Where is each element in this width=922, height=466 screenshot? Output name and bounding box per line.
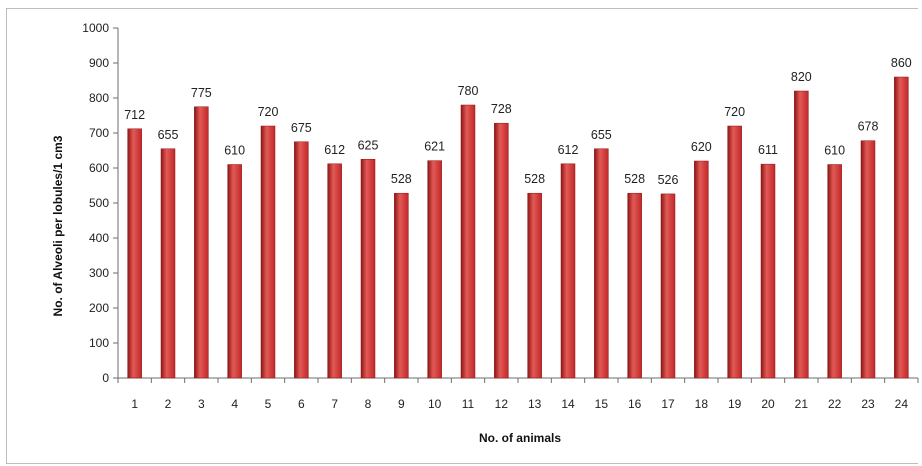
bar-value-label: 528 xyxy=(624,172,645,186)
bar xyxy=(160,148,176,379)
bar-value-label: 728 xyxy=(491,102,512,116)
x-tick-label: 15 xyxy=(595,397,609,411)
x-tick-label: 23 xyxy=(861,397,875,411)
x-tick-label: 16 xyxy=(628,397,642,411)
x-tick-label: 1 xyxy=(131,397,138,411)
y-axis-title: No. of Alveoli per lobules/1 cm3 xyxy=(51,135,65,316)
x-tick-label: 22 xyxy=(828,397,842,411)
bar xyxy=(760,163,776,379)
x-tick-label: 6 xyxy=(298,397,305,411)
y-tick-label: 600 xyxy=(89,161,109,175)
x-tick-label: 18 xyxy=(695,397,709,411)
x-axis: 1 2 3 4 5 6 7 8 9 10 11 12 13 14 15 16 17 18 19 20 21 22 23 24 xyxy=(117,377,919,411)
bar xyxy=(327,163,342,379)
bar-value-label: 611 xyxy=(758,143,778,157)
x-tick-label: 14 xyxy=(561,397,575,411)
bar xyxy=(227,164,242,379)
bar-value-label: 775 xyxy=(191,86,212,100)
bar-value-label: 720 xyxy=(724,105,745,119)
x-tick-label: 21 xyxy=(795,397,809,411)
bar xyxy=(860,140,876,379)
bar xyxy=(527,192,542,379)
y-tick-label: 900 xyxy=(89,56,109,70)
bar-value-label: 655 xyxy=(591,128,612,142)
x-tick-label: 17 xyxy=(661,397,675,411)
x-tick-label: 24 xyxy=(895,397,909,411)
bar-value-label: 712 xyxy=(124,108,145,122)
y-tick-label: 800 xyxy=(89,91,109,105)
bar xyxy=(660,193,676,379)
bar xyxy=(260,125,276,379)
x-tick-label: 3 xyxy=(198,397,205,411)
x-tick-label: 19 xyxy=(728,397,742,411)
x-tick-label: 4 xyxy=(231,397,238,411)
bar-value-label: 621 xyxy=(424,140,445,154)
y-axis: 0 100 200 300 400 500 600 700 800 900 1000 xyxy=(82,21,119,385)
bar xyxy=(827,164,842,379)
x-tick-label: 7 xyxy=(331,397,338,411)
bar xyxy=(560,163,576,379)
bar-value-label: 720 xyxy=(258,105,279,119)
bar-value-label: 655 xyxy=(158,128,179,142)
x-tick-label: 20 xyxy=(761,397,775,411)
bar xyxy=(394,192,409,379)
y-tick-label: 0 xyxy=(102,371,109,385)
bar-value-label: 820 xyxy=(791,70,812,84)
bar-value-label: 526 xyxy=(658,173,679,187)
x-tick-label: 9 xyxy=(398,397,405,411)
y-tick-label: 400 xyxy=(89,231,109,245)
bar xyxy=(727,125,742,379)
bar xyxy=(894,76,909,379)
bar xyxy=(694,160,709,379)
bar-value-label: 528 xyxy=(524,172,545,186)
y-tick-label: 1000 xyxy=(82,21,109,35)
y-tick-label: 700 xyxy=(89,126,109,140)
y-tick-label: 100 xyxy=(89,336,109,350)
bar-value-label: 780 xyxy=(458,84,479,98)
bar-value-label: 610 xyxy=(224,144,245,158)
bar xyxy=(294,141,309,379)
x-tick-label: 8 xyxy=(365,397,372,411)
x-tick-label: 10 xyxy=(428,397,442,411)
bar-value-label: 620 xyxy=(691,140,712,154)
bar-value-label: 612 xyxy=(558,143,579,157)
bar xyxy=(127,128,142,379)
bar xyxy=(427,160,442,379)
bar xyxy=(794,90,809,379)
bar xyxy=(627,192,642,379)
bar xyxy=(360,159,376,379)
bar-series xyxy=(127,76,909,379)
y-tick-label: 200 xyxy=(89,301,109,315)
x-tick-label: 5 xyxy=(265,397,272,411)
y-tick-label: 500 xyxy=(89,196,109,210)
x-tick-label: 11 xyxy=(462,397,475,411)
bar xyxy=(460,104,476,379)
bar xyxy=(494,122,509,379)
bar-value-label: 675 xyxy=(291,121,312,135)
bar-value-label: 625 xyxy=(358,138,379,152)
x-tick-label: 13 xyxy=(528,397,542,411)
y-tick-label: 300 xyxy=(89,266,109,280)
x-tick-label: 12 xyxy=(495,397,509,411)
x-tick-label: 2 xyxy=(165,397,172,411)
bar-value-label: 610 xyxy=(824,144,845,158)
bar-value-label: 612 xyxy=(324,143,345,157)
data-labels: 712 655 775 610 720 675 612 625 528 621 780 728 528 6… xyxy=(124,56,912,187)
x-axis-title: No. of animals xyxy=(479,431,561,445)
bar xyxy=(594,148,609,379)
bar-value-label: 678 xyxy=(858,120,879,134)
bar xyxy=(194,106,209,379)
bar-value-label: 860 xyxy=(891,56,912,70)
bar-value-label: 528 xyxy=(391,172,412,186)
